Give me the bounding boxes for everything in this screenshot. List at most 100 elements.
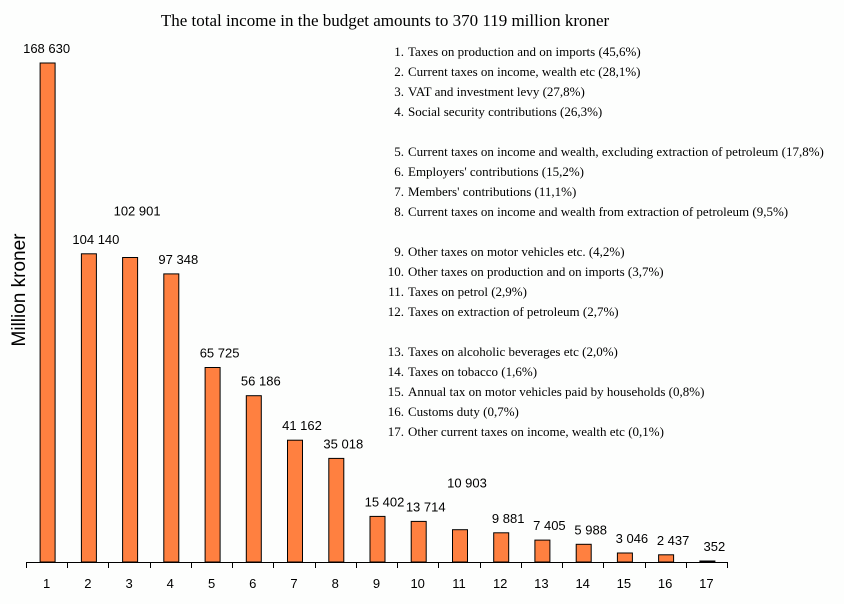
bar-7: [287, 439, 303, 563]
x-tick-label-17: 17: [699, 576, 713, 591]
legend-item-number: 4.: [394, 104, 404, 119]
legend-item-number: 17.: [387, 424, 404, 439]
bar-4: [163, 273, 180, 563]
legend-item-text: Taxes on production and on imports (45,6…: [408, 44, 641, 59]
value-label-11: 10 903: [447, 476, 487, 491]
x-tick-label-8: 8: [332, 576, 339, 591]
bar-3: [122, 257, 139, 563]
legend-item-number: 11.: [388, 284, 404, 299]
bar-15: [616, 552, 633, 563]
value-label-2: 104 140: [72, 232, 119, 247]
legend-item-number: 12.: [387, 304, 404, 319]
legend-group: 5. Current taxes on income and wealth, ex…: [382, 142, 842, 222]
bar-14: [575, 543, 592, 563]
legend-group: 13. Taxes on alcoholic beverages etc (2,0…: [382, 342, 842, 442]
legend-item-number: 6.: [394, 164, 404, 179]
value-label-10: 13 714: [406, 499, 446, 514]
legend-item-text: Employers' contributions (15,2%): [408, 164, 585, 179]
value-label-3: 102 901: [114, 204, 161, 219]
value-label-8: 35 018: [323, 436, 363, 451]
bar-17: [699, 560, 716, 563]
legend-item-number: 15.: [387, 384, 404, 399]
legend-item: 10. Other taxes on production and on impo…: [382, 262, 842, 282]
bar-8: [328, 457, 345, 563]
legend-item-number: 14.: [387, 364, 404, 379]
bar-9: [369, 515, 386, 563]
bar-1: [39, 62, 56, 563]
legend-item-text: Other current taxes on income, wealth et…: [408, 424, 664, 439]
value-label-1: 168 630: [23, 41, 70, 56]
x-tick-label-14: 14: [575, 576, 589, 591]
x-tick-label-2: 2: [84, 576, 91, 591]
legend-item-number: 10.: [387, 264, 404, 279]
legend-item-text: Taxes on alcoholic beverages etc (2,0%): [408, 344, 618, 359]
legend-item-text: Current taxes on income and wealth from …: [408, 204, 789, 219]
legend-item: 8. Current taxes on income and wealth fro…: [382, 202, 842, 222]
value-label-7: 41 162: [282, 418, 322, 433]
x-tick-label-10: 10: [410, 576, 424, 591]
bars-group: [39, 62, 716, 563]
bar-10: [410, 520, 427, 563]
legend-item-text: Taxes on petrol (2,9%): [408, 284, 527, 299]
x-tick-label-1: 1: [43, 576, 50, 591]
legend-item: 2. Current taxes on income, wealth etc (2…: [382, 62, 842, 82]
legend-item-text: Current taxes on income, wealth etc (28,…: [408, 64, 641, 79]
legend-item: 16. Customs duty (0,7%): [382, 402, 842, 422]
legend-item-text: Customs duty (0,7%): [408, 404, 519, 419]
bar-6: [245, 395, 262, 563]
legend-item: 4. Social security contributions (26,3%): [382, 102, 842, 122]
value-label-13: 7 405: [533, 518, 566, 533]
legend-item-text: Other taxes on motor vehicles etc. (4,2%…: [408, 244, 625, 259]
bar-12: [493, 532, 510, 563]
x-tick-label-12: 12: [493, 576, 507, 591]
legend-item: 13. Taxes on alcoholic beverages etc (2,0…: [382, 342, 842, 362]
x-tick-label-9: 9: [373, 576, 380, 591]
value-label-15: 3 046: [616, 531, 649, 546]
x-tick-label-13: 13: [534, 576, 548, 591]
x-tick-label-16: 16: [658, 576, 672, 591]
legend-item-number: 13.: [387, 344, 404, 359]
legend-item: 7. Members' contributions (11,1%): [382, 182, 842, 202]
bar-5: [204, 367, 221, 563]
legend-group: 1. Taxes on production and on imports (45…: [382, 42, 842, 122]
x-tick-label-3: 3: [125, 576, 132, 591]
legend-item-text: Taxes on tobacco (1,6%): [408, 364, 538, 379]
value-label-4: 97 348: [158, 252, 198, 267]
legend-item: 5. Current taxes on income and wealth, ex…: [382, 142, 842, 162]
legend-item-text: Members' contributions (11,1%): [408, 184, 577, 199]
legend-item-number: 16.: [387, 404, 404, 419]
value-label-16: 2 437: [657, 533, 690, 548]
x-tick-label-6: 6: [249, 576, 256, 591]
legend-item-number: 5.: [394, 144, 404, 159]
chart-title: The total income in the budget amounts t…: [161, 11, 610, 30]
bar-2: [80, 253, 97, 563]
value-label-17: 352: [704, 539, 726, 554]
legend-item: 17. Other current taxes on income, wealth…: [382, 422, 842, 442]
legend-item: 3. VAT and investment levy (27,8%): [382, 82, 842, 102]
legend-item-number: 1.: [394, 44, 404, 59]
x-tick-label-11: 11: [452, 576, 466, 591]
legend-item-text: VAT and investment levy (27,8%): [408, 84, 585, 99]
legend-item-text: Taxes on extraction of petroleum (2,7%): [408, 304, 619, 319]
value-label-12: 9 881: [492, 511, 525, 526]
legend-group: 9. Other taxes on motor vehicles etc. (4,…: [382, 242, 842, 322]
legend-item: 6. Employers' contributions (15,2%): [382, 162, 842, 182]
bar-13: [534, 539, 551, 563]
x-tick-label-7: 7: [290, 576, 297, 591]
x-tick-label-5: 5: [208, 576, 215, 591]
bar-16: [658, 554, 675, 563]
legend-item-number: 7.: [394, 184, 404, 199]
legend-item: 15. Annual tax on motor vehicles paid by …: [382, 382, 842, 402]
legend: 1. Taxes on production and on imports (45…: [382, 42, 842, 462]
legend-item-text: Other taxes on production and on imports…: [408, 264, 664, 279]
value-label-5: 65 725: [200, 346, 240, 361]
x-tick-label-15: 15: [617, 576, 631, 591]
value-label-6: 56 186: [241, 374, 281, 389]
legend-item-number: 8.: [394, 204, 404, 219]
legend-item: 9. Other taxes on motor vehicles etc. (4,…: [382, 242, 842, 262]
legend-item: 14. Taxes on tobacco (1,6%): [382, 362, 842, 382]
x-axis: 1 2 3 4 5 6 7 8 9 10 11 12 13 14 15 16 17: [26, 562, 728, 591]
legend-item-text: Social security contributions (26,3%): [408, 104, 603, 119]
